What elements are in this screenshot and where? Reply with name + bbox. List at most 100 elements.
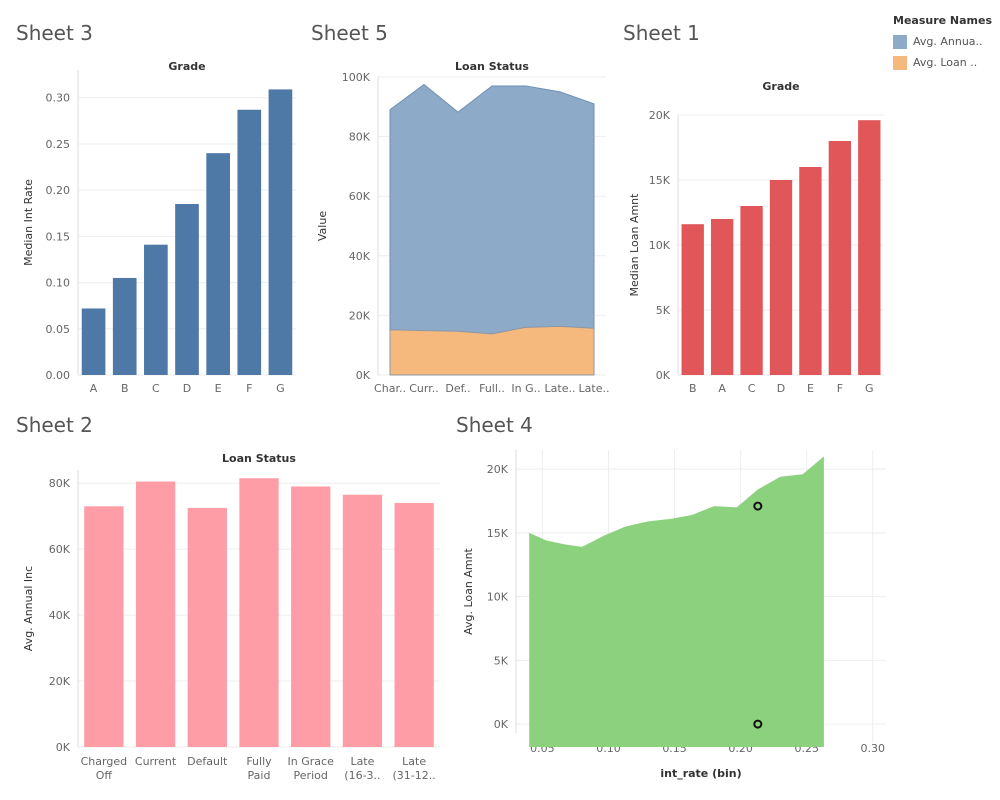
sheet1-x-tick-label: F <box>837 382 843 395</box>
sheet4-y-axis-label: Avg. Loan Amnt <box>462 547 475 634</box>
sheet5-chart-title: Loan Status <box>455 60 529 73</box>
sheet3-y-tick-label: 0.15 <box>46 230 71 243</box>
sheet3-x-tick-label: F <box>246 382 252 395</box>
sheet4-y-tick-label: 10K <box>487 591 509 604</box>
legend-item-avg-loan[interactable]: Avg. Loan .. <box>893 52 998 73</box>
sheet1-bar <box>828 141 852 375</box>
sheet2-bar <box>394 502 434 747</box>
legend-swatch-avg-loan <box>893 55 907 70</box>
sheet1-title: Sheet 1 <box>623 21 700 45</box>
sheet5-x-tick-label: Late.. <box>545 382 576 395</box>
sheet3-y-axis-label: Median Int Rate <box>22 179 35 266</box>
sheet1-y-axis-label: Median Loan Amnt <box>628 193 641 297</box>
sheet1-y-tick-label: 5K <box>656 304 671 317</box>
sheet1-x-tick-label: A <box>718 382 726 395</box>
sheet4-y-tick-label: 20K <box>487 463 509 476</box>
sheet5-x-tick-label: Curr.. <box>409 382 439 395</box>
sheet3-bar <box>112 277 137 375</box>
sheet2-x-tick-label: Late <box>350 755 374 768</box>
sheet3-y-tick-label: 0.05 <box>46 323 71 336</box>
sheet4-y-tick-label: 15K <box>487 527 509 540</box>
sheet1-bar <box>710 219 734 375</box>
sheet4-title: Sheet 4 <box>456 413 533 437</box>
legend-label-avg-annual: Avg. Annua.. <box>913 35 983 48</box>
sheet5-y-tick-label: 40K <box>349 250 371 263</box>
sheet1-x-tick-label: G <box>865 382 874 395</box>
sheet2-x-tick-label: (16-3.. <box>344 769 380 782</box>
sheet2-y-tick-label: 60K <box>49 543 71 556</box>
sheet2-y-tick-label: 40K <box>49 609 71 622</box>
sheet1-y-tick-label: 15K <box>649 174 671 187</box>
sheet2-bar <box>187 507 227 747</box>
sheet1-bar <box>858 120 881 375</box>
sheet4-x-axis-label: int_rate (bin) <box>660 767 741 780</box>
sheet2-x-tick-label: (31-12.. <box>393 769 436 782</box>
sheet4-y-tick-label: 0K <box>494 718 509 731</box>
sheet4-area <box>529 456 824 747</box>
sheet3-x-tick-label: C <box>152 382 160 395</box>
sheet5-y-tick-label: 80K <box>349 131 371 144</box>
sheet5-y-tick-label: 20K <box>349 309 371 322</box>
sheet5-x-tick-label: Full.. <box>479 382 505 395</box>
sheet2-bar <box>291 486 331 747</box>
sheet1-x-tick-label: D <box>777 382 785 395</box>
sheet2-bar <box>342 494 383 747</box>
sheet2-x-tick-label: Paid <box>248 769 271 782</box>
sheet5-y-tick-label: 60K <box>349 190 371 203</box>
sheet2-x-tick-label: Off <box>96 769 113 782</box>
sheet3-y-tick-label: 0.10 <box>46 277 71 290</box>
sheet2-x-tick-label: Fully <box>246 755 272 768</box>
sheet3-x-tick-label: A <box>90 382 98 395</box>
sheet5-y-tick-label: 100K <box>342 71 371 84</box>
sheet1-y-tick-label: 0K <box>656 369 671 382</box>
sheet4-x-tick-label: 0.30 <box>861 742 886 755</box>
sheet1-bar <box>740 206 763 375</box>
sheet5-x-tick-label: Late.. <box>579 382 610 395</box>
sheet5-title: Sheet 5 <box>311 21 388 45</box>
sheet1-bar <box>769 180 793 375</box>
sheet3-bar <box>206 153 230 375</box>
sheet2-x-tick-label: Late <box>402 755 426 768</box>
legend-swatch-avg-annual <box>893 34 907 49</box>
sheet5-x-tick-label: In G.. <box>511 382 540 395</box>
sheet3-x-tick-label: B <box>121 382 129 395</box>
sheet5-x-tick-label: Char.. <box>374 382 406 395</box>
sheet2-x-tick-label: Current <box>135 755 177 768</box>
sheet1-x-tick-label: B <box>689 382 697 395</box>
sheet5-area-avg-loan <box>389 325 595 376</box>
sheet2-y-tick-label: 20K <box>49 675 71 688</box>
sheet2-x-tick-label: Period <box>294 769 328 782</box>
sheet5-area-avg-annual <box>389 83 595 376</box>
sheet3-chart-title: Grade <box>168 60 205 73</box>
sheet5-x-tick-label: Def.. <box>445 382 470 395</box>
legend-title: Measure Names <box>893 14 993 27</box>
sheet3-bar <box>268 89 293 375</box>
sheet1-bar <box>799 167 822 375</box>
sheet2-y-axis-label: Avg. Annual Inc <box>22 566 35 651</box>
sheet3-y-tick-label: 0.25 <box>46 138 71 151</box>
sheet3-bar <box>81 308 106 375</box>
sheet2-x-tick-label: Default <box>187 755 228 768</box>
sheet3-bar <box>175 204 199 375</box>
sheet2-chart-title: Loan Status <box>222 452 296 465</box>
sheet1-bar <box>681 224 704 375</box>
sheet3-title: Sheet 3 <box>16 21 93 45</box>
sheet2-bar <box>239 478 279 747</box>
sheet3-y-tick-label: 0.20 <box>46 184 71 197</box>
sheet1-x-tick-label: E <box>807 382 814 395</box>
sheet3-y-tick-label: 0.30 <box>46 92 71 105</box>
sheet3-x-tick-label: G <box>276 382 285 395</box>
sheet2-bar <box>84 506 124 747</box>
sheet1-y-tick-label: 10K <box>649 239 671 252</box>
sheet2-y-tick-label: 0K <box>56 741 71 754</box>
sheet5-y-tick-label: 0K <box>356 369 371 382</box>
measure-names-legend[interactable]: Measure Names Avg. Annua.. Avg. Loan .. <box>893 14 998 73</box>
sheet4-marker <box>753 719 763 729</box>
legend-item-avg-annual[interactable]: Avg. Annua.. <box>893 31 998 52</box>
sheet2-y-tick-label: 80K <box>49 477 71 490</box>
sheet2-x-tick-label: Charged <box>81 755 127 768</box>
sheet2-x-tick-label: In Grace <box>288 755 335 768</box>
sheet1-chart-title: Grade <box>762 80 799 93</box>
sheet4-marker <box>753 501 763 511</box>
